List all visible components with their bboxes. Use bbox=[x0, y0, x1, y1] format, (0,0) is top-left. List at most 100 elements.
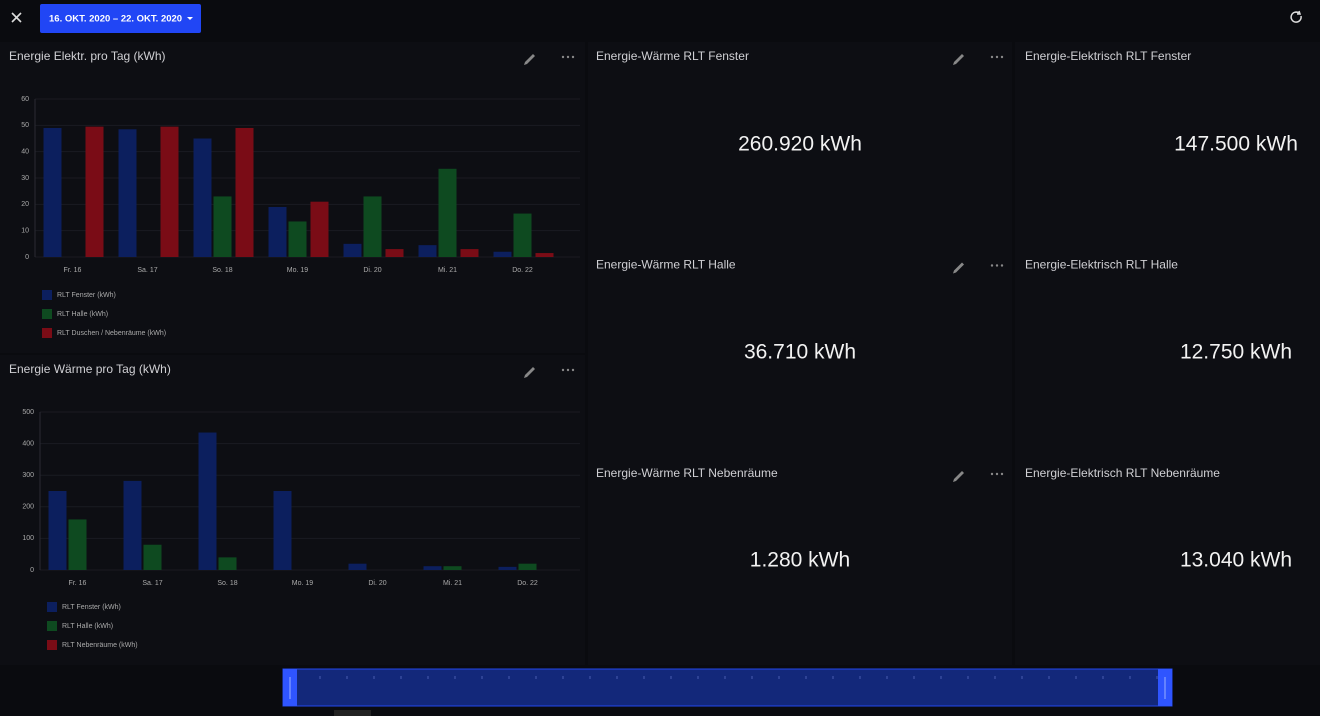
bar bbox=[343, 243, 362, 257]
bar bbox=[498, 566, 517, 570]
edit-icon[interactable] bbox=[524, 367, 535, 378]
legend-label: RLT Duschen / Nebenräume (kWh) bbox=[57, 330, 166, 337]
bar bbox=[48, 491, 67, 570]
legend-swatch bbox=[47, 602, 57, 612]
edit-icon[interactable] bbox=[953, 471, 964, 482]
legend-swatch bbox=[42, 328, 52, 338]
chart-title: Energie Wärme pro Tag (kWh) bbox=[9, 362, 171, 376]
more-icon[interactable] bbox=[995, 472, 999, 476]
more-icon[interactable] bbox=[1000, 264, 1004, 267]
y-tick-label: 0 bbox=[30, 567, 34, 574]
legend-swatch bbox=[47, 640, 57, 650]
tile-title: Energie-Wärme RLT Nebenräume bbox=[596, 466, 778, 480]
bar bbox=[423, 566, 442, 570]
more-icon[interactable] bbox=[995, 264, 999, 267]
more-icon[interactable] bbox=[566, 368, 570, 372]
more-icon[interactable] bbox=[1000, 472, 1004, 476]
edit-icon[interactable] bbox=[524, 54, 535, 65]
y-tick-label: 100 bbox=[22, 535, 34, 542]
bar bbox=[68, 519, 87, 570]
bar bbox=[310, 201, 329, 257]
tile-title: Energie-Elektrisch RLT Fenster bbox=[1025, 49, 1191, 63]
y-tick-label: 500 bbox=[22, 409, 34, 416]
x-tick-label: Sa. 17 bbox=[137, 267, 157, 274]
more-icon[interactable] bbox=[995, 55, 999, 59]
tile-value: 12.750 kWh bbox=[1180, 341, 1292, 364]
legend-swatch bbox=[47, 621, 57, 631]
x-tick-label: So. 18 bbox=[212, 267, 232, 274]
edit-icon[interactable] bbox=[953, 54, 964, 65]
y-tick-label: 60 bbox=[21, 96, 29, 103]
tile-value: 1.280 kWh bbox=[750, 549, 850, 572]
x-tick-label: Fr. 16 bbox=[64, 267, 82, 274]
timeline[interactable] bbox=[282, 668, 1173, 707]
refresh-button[interactable] bbox=[1290, 10, 1302, 23]
legend-label: RLT Nebenräume (kWh) bbox=[62, 642, 138, 649]
x-tick-label: Do. 22 bbox=[517, 580, 538, 587]
y-tick-label: 50 bbox=[21, 122, 29, 129]
legend-label: RLT Halle (kWh) bbox=[62, 623, 113, 630]
y-tick-label: 30 bbox=[21, 175, 29, 182]
edit-icon[interactable] bbox=[953, 262, 964, 274]
x-tick-label: Di. 20 bbox=[363, 267, 381, 274]
more-icon[interactable] bbox=[571, 368, 575, 372]
y-tick-label: 300 bbox=[22, 472, 34, 479]
more-icon[interactable] bbox=[1000, 55, 1004, 59]
tile-value: 36.710 kWh bbox=[744, 341, 856, 364]
close-button[interactable] bbox=[11, 12, 22, 23]
bar bbox=[193, 138, 212, 257]
bar bbox=[493, 251, 512, 257]
bar bbox=[43, 127, 62, 257]
x-tick-label: Do. 22 bbox=[512, 267, 533, 274]
x-tick-label: Mi. 21 bbox=[443, 580, 462, 587]
y-tick-label: 0 bbox=[25, 254, 29, 261]
more-icon[interactable] bbox=[990, 55, 994, 59]
bar bbox=[443, 566, 462, 570]
tile-value: 13.040 kWh bbox=[1180, 549, 1292, 572]
y-tick-label: 400 bbox=[22, 440, 34, 447]
legend-label: RLT Fenster (kWh) bbox=[57, 292, 116, 299]
bar bbox=[85, 126, 104, 258]
bar bbox=[118, 129, 137, 257]
more-icon[interactable] bbox=[990, 264, 994, 267]
more-icon[interactable] bbox=[566, 55, 570, 59]
x-tick-label: Di. 20 bbox=[368, 580, 386, 587]
legend-label: RLT Halle (kWh) bbox=[57, 311, 108, 318]
tile-value: 260.920 kWh bbox=[738, 133, 862, 156]
bar bbox=[535, 253, 554, 257]
bar bbox=[363, 196, 382, 257]
date-range-button[interactable] bbox=[40, 4, 201, 33]
bar bbox=[218, 557, 237, 570]
more-icon[interactable] bbox=[561, 368, 565, 372]
y-tick-label: 200 bbox=[22, 504, 34, 511]
scrollbar bbox=[334, 710, 371, 716]
more-icon[interactable] bbox=[561, 55, 565, 59]
x-tick-label: Sa. 17 bbox=[142, 580, 162, 587]
dropdown-arrow bbox=[187, 17, 193, 20]
x-tick-label: Mi. 21 bbox=[438, 267, 457, 274]
bar bbox=[143, 544, 162, 570]
bar bbox=[460, 249, 479, 257]
bar bbox=[268, 206, 287, 257]
date-range: 16. OKT. 2020 – 22. OKT. 2020 bbox=[49, 14, 182, 25]
panel bbox=[0, 355, 585, 665]
bar bbox=[213, 196, 232, 257]
x-tick-label: Mo. 19 bbox=[287, 267, 309, 274]
more-icon[interactable] bbox=[990, 472, 994, 476]
bar bbox=[160, 126, 179, 258]
tile-title: Energie-Elektrisch RLT Halle bbox=[1025, 258, 1178, 272]
y-tick-label: 10 bbox=[21, 228, 29, 235]
bar bbox=[198, 432, 217, 570]
bar bbox=[418, 245, 437, 257]
more-icon[interactable] bbox=[571, 55, 575, 59]
bar bbox=[348, 563, 367, 570]
y-tick-label: 40 bbox=[21, 149, 29, 156]
x-tick-label: Fr. 16 bbox=[69, 580, 87, 587]
bar bbox=[273, 491, 292, 570]
panel bbox=[588, 42, 1012, 665]
panel bbox=[1015, 42, 1320, 665]
tile-value: 147.500 kWh bbox=[1174, 133, 1298, 156]
x-tick-label: Mo. 19 bbox=[292, 580, 314, 587]
